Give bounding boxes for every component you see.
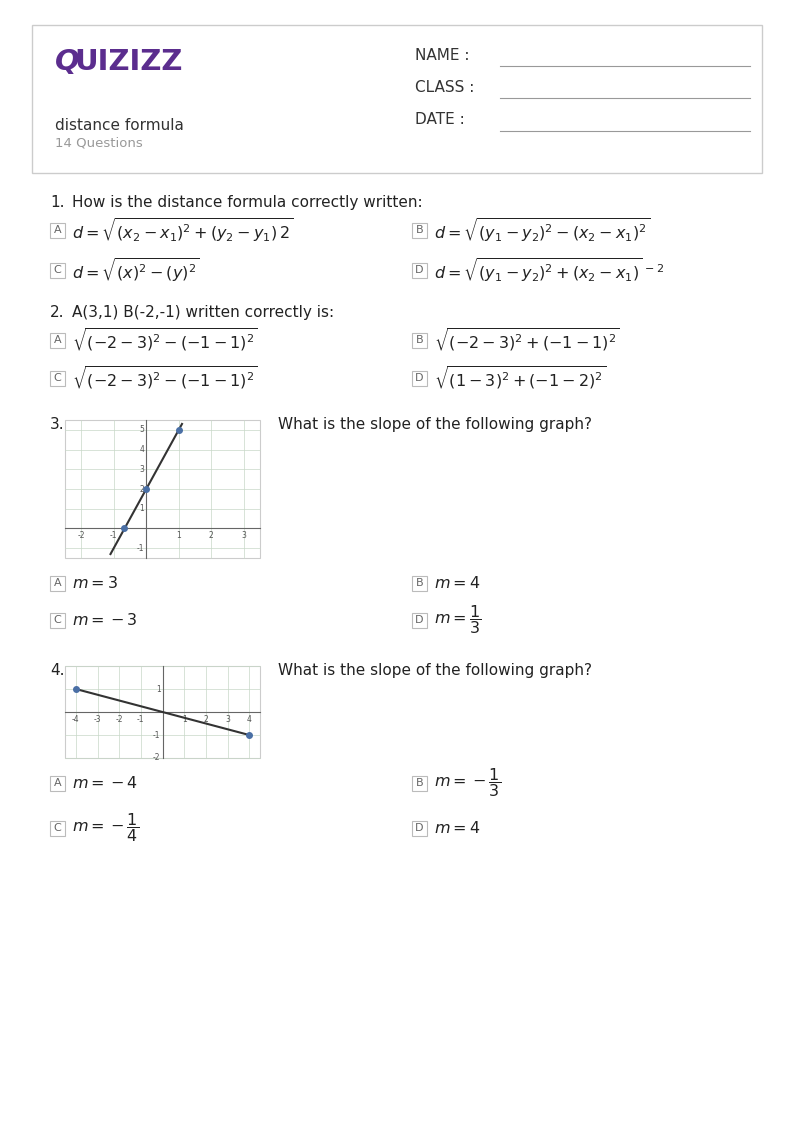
Bar <box>50 821 65 836</box>
Bar <box>412 222 427 237</box>
Bar <box>412 263 427 277</box>
Text: A: A <box>54 578 61 588</box>
Bar <box>50 332 65 347</box>
Bar <box>412 612 427 628</box>
Text: $d = \sqrt{(x)^2 - (y)^2}$: $d = \sqrt{(x)^2 - (y)^2}$ <box>72 256 199 284</box>
Bar <box>412 575 427 591</box>
Text: -1: -1 <box>153 730 160 740</box>
Text: 14 Questions: 14 Questions <box>55 137 143 150</box>
Text: $d = \sqrt{(y_1 - y_2)^2 + (x_2 - x_1)}^{\,-2}$: $d = \sqrt{(y_1 - y_2)^2 + (x_2 - x_1)}^… <box>434 256 664 284</box>
Text: $m = 4$: $m = 4$ <box>434 820 480 836</box>
Text: $m = 3$: $m = 3$ <box>72 575 118 591</box>
Text: A: A <box>54 225 61 235</box>
Text: 2.: 2. <box>50 305 64 320</box>
Text: A: A <box>54 335 61 345</box>
Text: $m = -\dfrac{1}{3}$: $m = -\dfrac{1}{3}$ <box>434 767 501 800</box>
Text: distance formula: distance formula <box>55 118 184 133</box>
Text: D: D <box>415 823 424 833</box>
Text: NAME :: NAME : <box>415 47 469 63</box>
Text: What is the slope of the following graph?: What is the slope of the following graph… <box>278 663 592 678</box>
Text: -4: -4 <box>72 715 79 724</box>
Text: -1: -1 <box>137 544 145 553</box>
Text: How is the distance formula correctly written:: How is the distance formula correctly wr… <box>72 195 422 210</box>
Text: $m = \dfrac{1}{3}$: $m = \dfrac{1}{3}$ <box>434 603 481 637</box>
Text: 2: 2 <box>203 715 208 724</box>
Text: -3: -3 <box>94 715 102 724</box>
Bar <box>412 332 427 347</box>
Text: 3.: 3. <box>50 417 64 432</box>
Bar <box>50 612 65 628</box>
Text: 1: 1 <box>156 685 160 694</box>
Text: 3: 3 <box>225 715 230 724</box>
Text: 1: 1 <box>182 715 187 724</box>
Bar <box>32 25 762 173</box>
Text: 5: 5 <box>140 426 145 435</box>
Bar <box>50 575 65 591</box>
Text: CLASS :: CLASS : <box>415 80 474 94</box>
Text: $m = -4$: $m = -4$ <box>72 775 138 791</box>
Text: D: D <box>415 265 424 275</box>
Text: C: C <box>54 373 61 383</box>
Text: B: B <box>416 225 423 235</box>
Bar <box>50 222 65 237</box>
Text: 3: 3 <box>241 531 246 540</box>
Text: -1: -1 <box>137 715 145 724</box>
Bar <box>412 776 427 791</box>
Text: $\sqrt{(1-3)^2 + (-1-2)^2}$: $\sqrt{(1-3)^2 + (-1-2)^2}$ <box>434 365 607 392</box>
Text: 2: 2 <box>209 531 214 540</box>
Bar <box>50 776 65 791</box>
Text: $m = -3$: $m = -3$ <box>72 612 137 628</box>
Text: What is the slope of the following graph?: What is the slope of the following graph… <box>278 417 592 432</box>
Text: 1: 1 <box>140 504 145 513</box>
Text: -1: -1 <box>110 531 118 540</box>
Text: C: C <box>54 265 61 275</box>
Text: A: A <box>54 778 61 788</box>
Bar <box>50 371 65 385</box>
Text: UIZIZZ: UIZIZZ <box>74 48 183 76</box>
Text: B: B <box>416 778 423 788</box>
Bar <box>412 371 427 385</box>
Text: -2: -2 <box>153 754 160 763</box>
Text: C: C <box>54 823 61 833</box>
Text: $\sqrt{(-2-3)^2 - (-1-1)^2}$: $\sqrt{(-2-3)^2 - (-1-1)^2}$ <box>72 327 258 354</box>
Text: $m = 4$: $m = 4$ <box>434 575 480 591</box>
Text: 3: 3 <box>140 465 145 474</box>
Text: 4: 4 <box>247 715 252 724</box>
Bar <box>412 821 427 836</box>
Text: -2: -2 <box>78 531 85 540</box>
Text: $d = \sqrt{(x_2 - x_1)^2 + (y_2 - y_1)\,2}$: $d = \sqrt{(x_2 - x_1)^2 + (y_2 - y_1)\,… <box>72 217 293 244</box>
Text: 4: 4 <box>140 445 145 454</box>
Text: $\sqrt{(-2-3)^2 - (-1-1)^2}$: $\sqrt{(-2-3)^2 - (-1-1)^2}$ <box>72 365 258 392</box>
Text: B: B <box>416 335 423 345</box>
Text: C: C <box>54 615 61 626</box>
Text: 2: 2 <box>140 484 145 493</box>
Text: Q: Q <box>55 48 79 76</box>
Text: DATE :: DATE : <box>415 112 464 128</box>
Text: D: D <box>415 615 424 626</box>
Text: 4.: 4. <box>50 663 64 678</box>
Text: D: D <box>415 373 424 383</box>
Text: $m = -\dfrac{1}{4}$: $m = -\dfrac{1}{4}$ <box>72 812 139 844</box>
Text: $\sqrt{(-2-3)^2 + (-1-1)^2}$: $\sqrt{(-2-3)^2 + (-1-1)^2}$ <box>434 327 619 354</box>
Text: A(3,1) B(-2,-1) written correctly is:: A(3,1) B(-2,-1) written correctly is: <box>72 305 334 320</box>
Text: B: B <box>416 578 423 588</box>
Text: 1: 1 <box>176 531 181 540</box>
Text: $d = \sqrt{(y_1 - y_2)^2 - (x_2 - x_1)^2}$: $d = \sqrt{(y_1 - y_2)^2 - (x_2 - x_1)^2… <box>434 217 650 244</box>
Bar <box>50 263 65 277</box>
Bar <box>65 666 260 758</box>
Text: 1.: 1. <box>50 195 64 210</box>
Bar <box>65 420 260 558</box>
Text: -2: -2 <box>115 715 123 724</box>
